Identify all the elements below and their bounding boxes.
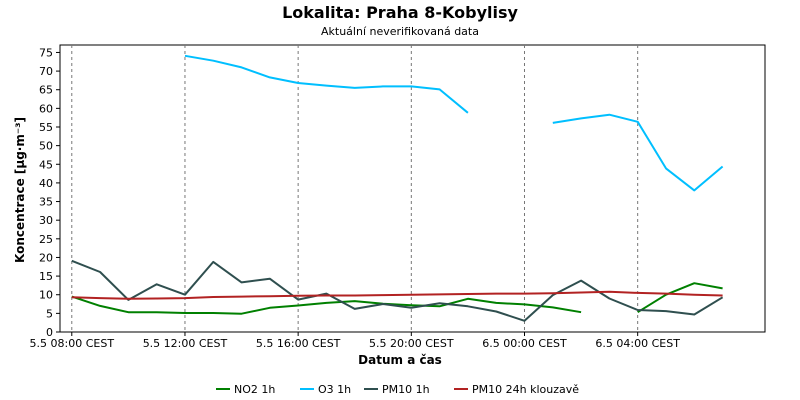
x-axis-title: Datum a čas (358, 353, 442, 367)
y-tick-label: 65 (39, 84, 53, 97)
y-tick-label: 45 (39, 158, 53, 171)
y-tick-label: 10 (39, 289, 53, 302)
legend-label: NO2 1h (234, 383, 275, 396)
chart-title: Lokalita: Praha 8-Kobylisy (282, 3, 518, 22)
series-line-no2-1h (71, 295, 582, 315)
x-tick-label: 6.5 00:00 CEST (482, 337, 567, 350)
legend-label: PM10 1h (382, 383, 430, 396)
plot-area (59, 44, 766, 333)
y-tick-label: 55 (39, 121, 53, 134)
series-line-o3-1h (552, 113, 724, 192)
y-tick-label: 0 (46, 326, 53, 339)
y-tick-label: 35 (39, 196, 53, 209)
legend-label: PM10 24h klouzavě (472, 383, 579, 396)
y-axis: 0 5 10 15 20 25 30 35 40 45 50 55 60 65 70 75 (39, 46, 60, 339)
y-tick-label: 70 (39, 65, 53, 78)
x-tick-label: 5.5 16:00 CEST (256, 337, 341, 350)
y-tick-label: 60 (39, 102, 53, 115)
series-line-pm10-1h (71, 259, 724, 322)
series-line-no2-1h (637, 282, 723, 314)
y-tick-label: 40 (39, 177, 53, 190)
x-axis: 5.5 08:00 CEST 5.5 12:00 CEST 5.5 16:00 CE… (30, 332, 680, 350)
chart-subtitle: Aktuální neverifikovaná data (321, 25, 479, 38)
plot-border (59, 44, 766, 333)
x-tick-label: 5.5 20:00 CEST (369, 337, 454, 350)
y-axis-title: Koncentrace [µg·m⁻³] (13, 117, 27, 263)
series-line-o3-1h (184, 54, 469, 114)
legend-label: O3 1h (318, 383, 351, 396)
series-lines (71, 54, 724, 322)
y-tick-label: 50 (39, 140, 53, 153)
x-tick-label: 5.5 12:00 CEST (143, 337, 228, 350)
y-tick-label: 30 (39, 214, 53, 227)
y-tick-label: 5 (46, 307, 53, 320)
y-tick-label: 15 (39, 270, 53, 283)
y-tick-label: 75 (39, 46, 53, 59)
series-line-pm10-24h-klouzav- (71, 290, 723, 300)
y-tick-label: 25 (39, 233, 53, 246)
y-tick-label: 20 (39, 251, 53, 264)
x-tick-label: 6.5 04:00 CEST (595, 337, 680, 350)
x-tick-label: 5.5 08:00 CEST (30, 337, 115, 350)
legend: NO2 1h O3 1h PM10 1h PM10 24h klouzavě (216, 383, 579, 396)
